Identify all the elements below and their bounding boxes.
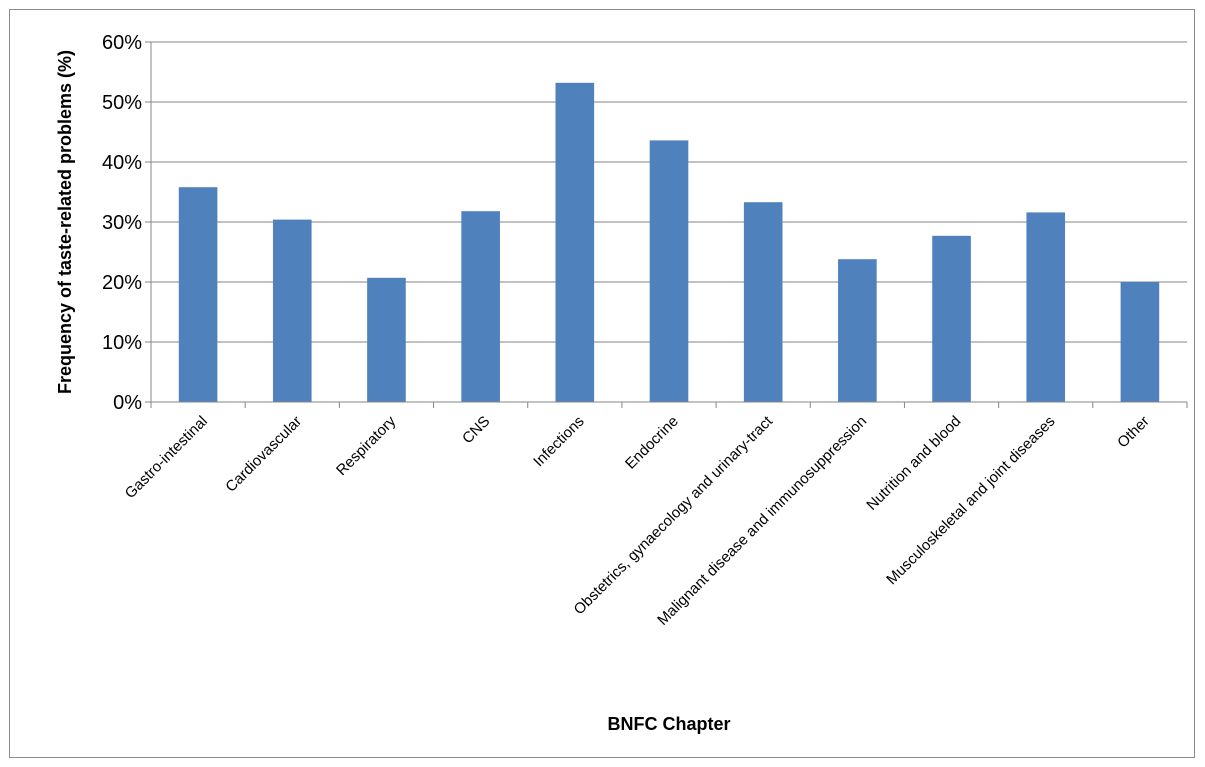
x-tick-label: Musculoskeletal and joint diseases	[883, 413, 1058, 588]
bar	[838, 259, 877, 402]
x-tick-label: Nutrition and blood	[863, 413, 964, 514]
bars	[178, 82, 1160, 403]
tick-labels: 0% 10% 20% 30% 40% 50% 60% Gastro-intestinal Car…	[102, 32, 1153, 629]
bar	[649, 140, 689, 402]
bar	[743, 202, 783, 402]
bar	[178, 187, 218, 402]
bar	[555, 82, 595, 403]
gridlines	[151, 41, 1187, 343]
bar	[367, 277, 406, 402]
x-tick-label: Respiratory	[333, 412, 400, 479]
y-tick-label: 50%	[102, 92, 142, 114]
y-tick-label: 60%	[102, 32, 142, 54]
x-tick-label: CNS	[459, 413, 493, 447]
bar	[1120, 282, 1160, 402]
y-tick-label: 30%	[102, 212, 142, 234]
x-tick-label: Other	[1114, 413, 1153, 452]
x-tick-label: Malignant disease and immunosuppression	[654, 413, 870, 629]
y-tick-label: 40%	[102, 152, 142, 174]
bar	[1026, 212, 1066, 402]
bar	[461, 211, 500, 402]
bar	[932, 235, 971, 402]
x-tick-label: Infections	[530, 413, 587, 470]
x-axis-title: BNFC Chapter	[607, 714, 730, 734]
y-axis-title: Frequency of taste-related problems (%)	[55, 50, 75, 394]
x-tick-label: Endocrine	[622, 413, 682, 473]
y-tick-label: 10%	[102, 332, 142, 354]
bar	[272, 219, 312, 402]
y-tick-label: 20%	[102, 272, 142, 294]
axes	[145, 41, 1188, 408]
y-tick-label: 0%	[113, 392, 142, 414]
x-tick-label: Obstetrics, gynaecology and urinary-trac…	[571, 412, 777, 618]
x-tick-label: Cardiovascular	[222, 413, 305, 496]
x-tick-label: Gastro-intestinal	[122, 413, 211, 502]
